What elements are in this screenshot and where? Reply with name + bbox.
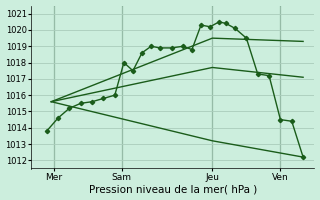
X-axis label: Pression niveau de la mer( hPa ): Pression niveau de la mer( hPa ) bbox=[89, 184, 257, 194]
